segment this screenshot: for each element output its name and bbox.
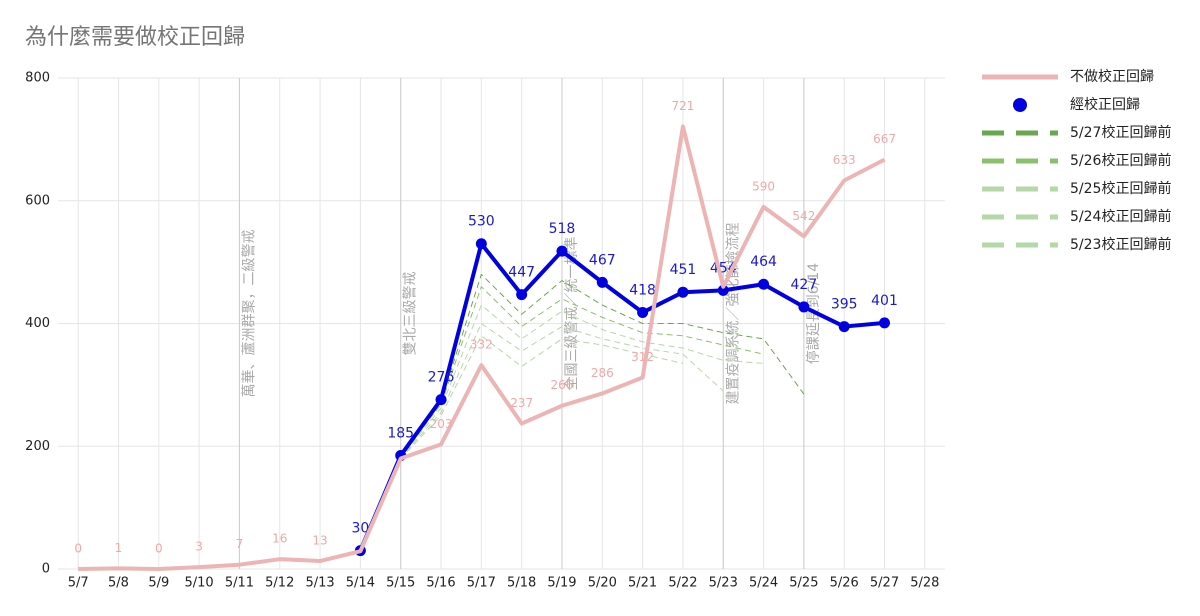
data-label: 30 [351,521,369,537]
x-tick-label: 5/16 [426,576,455,591]
point [838,321,850,333]
data-label: 395 [831,297,858,313]
data-label: 633 [833,153,856,167]
x-tick-label: 5/25 [789,576,818,591]
data-label: 427 [791,277,818,293]
point [637,306,649,318]
point [516,289,528,301]
series-line [359,286,764,551]
data-label: 0 [155,542,163,556]
data-label: 464 [750,254,777,270]
data-label: 518 [549,221,576,237]
data-label: 13 [312,534,327,548]
data-label: 286 [591,366,614,380]
series-line [78,124,886,571]
legend-label: 不做校正回歸 [1070,68,1154,85]
data-label: 312 [631,350,654,364]
series-line [358,241,885,552]
point [717,284,729,296]
x-tick-label: 5/7 [68,576,89,591]
series-line [359,304,764,551]
legend-label: 5/25校正回歸前 [1070,180,1171,197]
y-tick-label: 800 [25,71,50,86]
data-label: 590 [752,179,775,193]
x-tick-label: 5/19 [547,576,576,591]
x-tick-label: 5/12 [265,576,294,591]
data-label: 542 [792,209,815,223]
x-tick-label: 5/27 [870,576,899,591]
point [596,276,608,288]
annotation: 萬華、蘆洲群聚，二級警戒 [241,230,257,398]
annotation: 全國三級警戒／統一標準 [563,237,580,391]
data-label: 16 [272,532,287,546]
x-tick-label: 5/26 [830,576,859,591]
point [879,317,891,329]
data-label: 332 [470,338,493,352]
x-tick-label: 5/23 [709,576,738,591]
legend-label: 5/23校正回歸前 [1070,236,1171,253]
data-label: 451 [670,262,697,278]
x-tick-label: 5/21 [628,576,657,591]
x-tick-label: 5/24 [749,576,778,591]
data-label: 530 [468,214,495,230]
data-label: 1 [115,541,123,555]
point [475,238,487,250]
data-label: 3 [195,540,203,554]
data-label: 7 [236,537,244,551]
legend-label: 5/24校正回歸前 [1070,208,1171,225]
data-label: 721 [671,99,694,113]
data-label: 0 [74,542,82,556]
point [798,301,810,313]
data-label: 185 [387,425,414,441]
point [758,278,770,290]
legend-marker [1013,98,1027,112]
x-tick-label: 5/10 [185,576,214,591]
data-label: 276 [428,370,455,386]
y-tick-label: 200 [25,439,50,454]
series-line [359,323,724,551]
data-label: 237 [510,396,533,410]
x-tick-label: 5/8 [108,576,129,591]
data-label: 418 [629,282,656,298]
x-tick-label: 5/14 [346,576,375,591]
data-label: 467 [589,252,616,268]
x-tick-label: 5/17 [467,576,496,591]
series-line [359,273,805,551]
data-label: 266 [551,378,574,392]
point [435,394,447,406]
chart-title: 為什麼需要做校正回歸 [25,25,245,50]
data-label: 667 [873,132,896,146]
annotation: 建置疫調系統／強化篩檢流程 [724,223,741,405]
data-label: 203 [430,417,453,431]
x-tick-label: 5/22 [668,576,697,591]
x-tick-label: 5/20 [588,576,617,591]
series-line [359,335,684,551]
point [677,286,689,298]
x-tick-label: 5/13 [305,576,334,591]
annotation: 雙北三級警戒 [403,272,419,356]
data-label: 401 [871,293,898,309]
x-tick-label: 5/9 [148,576,169,591]
legend-label: 5/26校正回歸前 [1070,152,1171,169]
x-tick-label: 5/18 [507,576,536,591]
data-label: 447 [508,265,535,281]
x-tick-label: 5/15 [386,576,415,591]
legend-label: 經校正回歸 [1070,96,1140,113]
y-tick-label: 0 [42,562,50,577]
y-tick-label: 400 [25,316,50,331]
point [556,245,568,257]
x-tick-label: 5/28 [910,576,939,591]
x-tick-label: 5/11 [225,576,254,591]
legend-label: 5/27校正回歸前 [1070,124,1171,141]
y-tick-label: 600 [25,193,50,208]
